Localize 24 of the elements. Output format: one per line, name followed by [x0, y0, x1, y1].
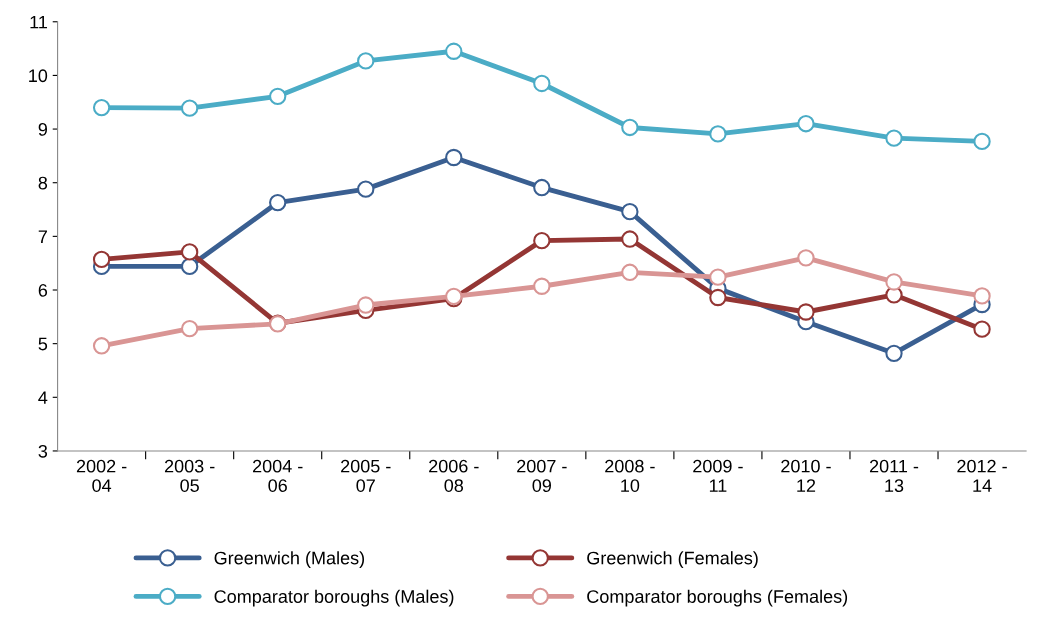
x-tick-label: 2009 - 11	[693, 459, 743, 492]
x-tick-label: 2012 - 14	[957, 459, 1007, 492]
x-tick-label: 2008 - 10	[605, 459, 655, 492]
legend-label: Greenwich (Females)	[587, 551, 758, 568]
x-tick-label: 2010 - 12	[781, 459, 831, 492]
x-tick-label: 2004 - 06	[253, 459, 303, 492]
y-tick-label: 6	[38, 283, 48, 297]
x-tick-label: 2007 - 09	[517, 459, 567, 492]
y-tick-label: 7	[38, 230, 47, 243]
y-tick-label: 9	[38, 123, 48, 136]
x-tick-label: 2006 - 08	[429, 459, 479, 492]
y-tick-label: 5	[38, 337, 48, 351]
x-tick-label: 2005 - 07	[341, 459, 391, 492]
x-tick-label: 2002 - 04	[76, 459, 127, 492]
legend-label: Comparator boroughs (Males)	[214, 589, 454, 607]
x-tick-label: 2011 - 13	[869, 459, 919, 492]
y-tick-label: 8	[38, 176, 48, 190]
legend-label: Comparator boroughs (Females)	[587, 589, 848, 607]
x-tick-label: 2003 - 05	[164, 459, 215, 492]
legend-label: Greenwich (Males)	[214, 551, 365, 568]
y-tick-label: 10	[29, 69, 48, 83]
y-tick-label: 11	[30, 15, 47, 29]
y-tick-label: 3	[38, 444, 48, 458]
y-tick-label: 4	[38, 391, 48, 404]
